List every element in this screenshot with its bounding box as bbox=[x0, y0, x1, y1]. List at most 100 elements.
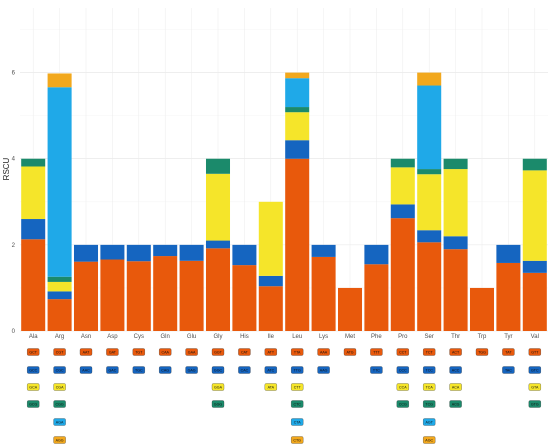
codon-box bbox=[396, 383, 409, 391]
codon-label: CGT bbox=[56, 350, 64, 354]
codon-label: GAA bbox=[188, 350, 196, 354]
codon-label: TTC bbox=[373, 368, 380, 372]
codon-box bbox=[291, 418, 304, 426]
codon-box bbox=[238, 366, 251, 374]
x-tick-label: Pro bbox=[398, 334, 408, 340]
codon-label: CCT bbox=[399, 350, 407, 354]
codon-label: AGG bbox=[56, 438, 64, 442]
bar-segment-gln-cag bbox=[153, 244, 178, 257]
codon-box bbox=[343, 348, 357, 356]
codon-label: TAT bbox=[505, 350, 512, 354]
codon-label: ATT bbox=[268, 350, 275, 354]
bar-segment-cys-tgt bbox=[126, 261, 151, 331]
bar-segment-ser-tcg bbox=[417, 169, 442, 175]
bar-segment-gly-ggg bbox=[205, 158, 231, 174]
codon-box bbox=[53, 383, 66, 391]
codon-label: TTG bbox=[294, 368, 301, 372]
y-axis-title: RSCU bbox=[2, 157, 11, 180]
bar-segment-tyr-tat bbox=[496, 262, 521, 331]
codon-box bbox=[396, 348, 409, 356]
bar-segment-ile-atc bbox=[258, 275, 283, 287]
codon-label: AAG bbox=[320, 368, 328, 372]
codon-label: ACA bbox=[452, 385, 460, 389]
x-tick-label: Gly bbox=[214, 334, 223, 340]
codon-box bbox=[291, 436, 304, 444]
codon-label: CAT bbox=[241, 350, 249, 354]
codon-box bbox=[27, 400, 40, 408]
x-tick-label: Tyr bbox=[504, 334, 512, 340]
bar-segment-phe-ttt bbox=[364, 264, 389, 331]
y-tick-label: 0 bbox=[12, 329, 16, 335]
bar-segment-pro-cca bbox=[390, 167, 415, 205]
codon-box bbox=[291, 383, 304, 391]
codon-box bbox=[502, 348, 515, 356]
bar-segment-leu-ctc bbox=[285, 107, 310, 113]
bar-segment-val-gtg bbox=[522, 158, 547, 171]
codon-box bbox=[211, 383, 225, 391]
codon-box bbox=[211, 348, 225, 356]
bar-segment-asp-gac bbox=[100, 244, 125, 260]
codon-box bbox=[423, 418, 436, 426]
x-tick-label: His bbox=[240, 334, 249, 340]
bar-segment-gln-caa bbox=[153, 256, 178, 331]
bar-segment-ile-ata bbox=[258, 201, 283, 276]
bar-segment-glu-gag bbox=[179, 244, 204, 261]
bar-segment-val-gtc bbox=[522, 260, 547, 273]
codon-box bbox=[27, 348, 40, 356]
bar-segment-ala-gcc bbox=[21, 219, 46, 240]
x-tick-label: Ala bbox=[29, 334, 38, 340]
bar-segment-arg-cga bbox=[47, 281, 72, 292]
x-tick-label: Glu bbox=[187, 334, 196, 340]
codon-box bbox=[132, 366, 145, 374]
bar-segment-ser-agt bbox=[417, 85, 442, 170]
codon-label: TCT bbox=[426, 350, 434, 354]
codon-box bbox=[264, 383, 277, 391]
bar-segment-asn-aat bbox=[73, 261, 99, 331]
codon-label: GTG bbox=[531, 402, 539, 406]
bar-segment-arg-agg bbox=[47, 73, 72, 88]
codon-box bbox=[185, 348, 198, 356]
bar-segment-thr-aca bbox=[443, 169, 468, 237]
bar-segment-leu-cta bbox=[285, 78, 310, 108]
codon-label: GTA bbox=[531, 385, 539, 389]
codon-box bbox=[238, 348, 251, 356]
bar-segment-val-gta bbox=[522, 170, 547, 261]
bar-segment-arg-cgg bbox=[47, 276, 72, 282]
bar-segment-pro-cct bbox=[390, 218, 415, 331]
codon-box bbox=[449, 383, 462, 391]
codon-label: CGG bbox=[56, 402, 64, 406]
codon-box bbox=[79, 348, 93, 356]
x-tick-label: Asp bbox=[107, 334, 118, 340]
codon-box bbox=[53, 400, 66, 408]
x-tick-label: Leu bbox=[292, 334, 302, 340]
bar-segment-gly-gga bbox=[205, 173, 231, 241]
codon-label: GCT bbox=[29, 350, 37, 354]
codon-box bbox=[291, 348, 304, 356]
bar-segment-his-cac bbox=[232, 244, 257, 266]
codon-box bbox=[423, 436, 436, 444]
codon-label: ACC bbox=[452, 368, 460, 372]
codon-box bbox=[106, 366, 119, 374]
codon-label: GAG bbox=[188, 368, 196, 372]
bar-segment-lys-aag bbox=[311, 244, 336, 257]
bar-segment-cys-tgc bbox=[126, 244, 151, 262]
codon-label: ACT bbox=[452, 350, 460, 354]
codon-box bbox=[528, 348, 541, 356]
codon-label: CGA bbox=[56, 385, 64, 389]
bar-segment-ser-tca bbox=[417, 174, 442, 231]
bar-segment-val-gtt bbox=[522, 272, 547, 331]
codon-box bbox=[291, 366, 304, 374]
codon-box bbox=[502, 366, 515, 374]
codon-label: CAA bbox=[162, 350, 170, 354]
bar-segment-ser-tct bbox=[417, 242, 442, 331]
bar-segment-tyr-tac bbox=[496, 244, 521, 263]
bar-segment-asn-aac bbox=[73, 244, 99, 262]
bar-segment-thr-act bbox=[443, 249, 468, 331]
bar-segment-leu-ttg bbox=[285, 140, 310, 159]
codon-box bbox=[53, 418, 66, 426]
bar-segment-asp-gat bbox=[100, 259, 125, 331]
x-tick-label: Arg bbox=[55, 334, 64, 340]
y-tick-labels: 0 2 4 6 bbox=[12, 71, 16, 335]
codon-box bbox=[264, 348, 277, 356]
codon-label: CCA bbox=[399, 385, 407, 389]
